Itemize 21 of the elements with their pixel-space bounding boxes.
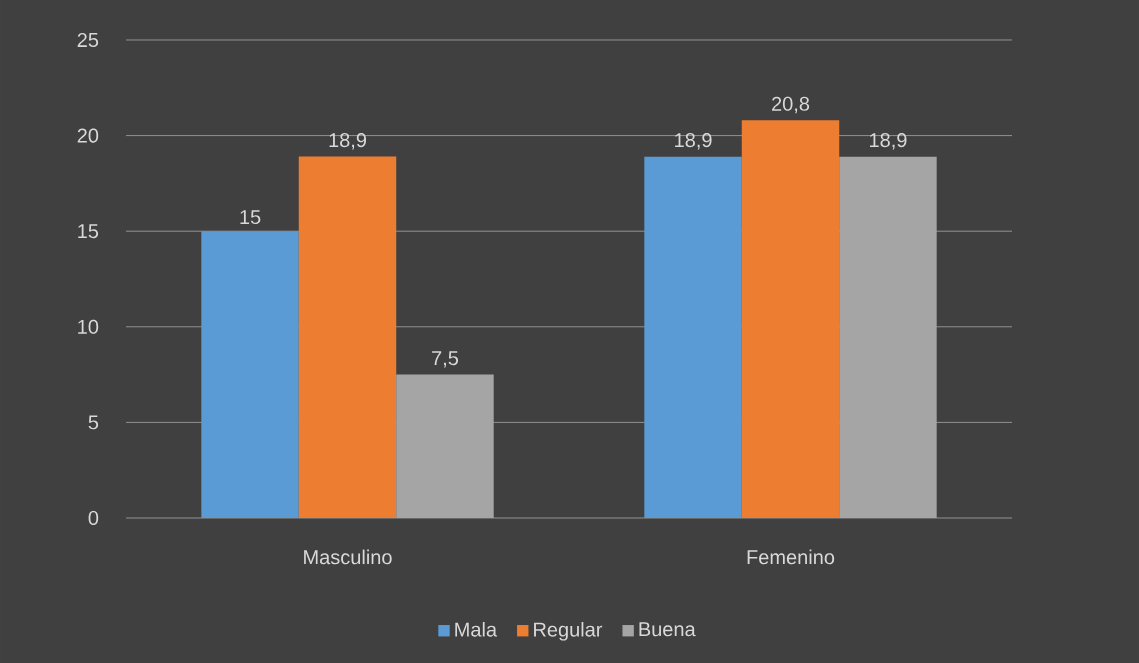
legend-label: Mala xyxy=(455,621,498,637)
bar xyxy=(741,120,840,518)
legend-label: Regular xyxy=(534,621,603,641)
legend-label: Buena xyxy=(639,622,696,637)
y-tick-label: 0 xyxy=(88,510,99,526)
data-label: 18,9 xyxy=(675,133,712,150)
bar xyxy=(201,231,299,518)
y-tick-label: 20 xyxy=(77,128,99,143)
data-label: 18,9 xyxy=(329,133,367,150)
data-label: 18,9 xyxy=(870,133,907,150)
y-tick-label: 10 xyxy=(78,319,99,334)
data-label: 7,5 xyxy=(432,351,459,368)
y-tick-label: 5 xyxy=(88,415,99,430)
data-label: 20,8 xyxy=(772,96,810,114)
x-tick-label: Masculino xyxy=(304,549,392,565)
y-tick-label: 25 xyxy=(77,32,99,48)
y-tick-label: 15 xyxy=(78,224,99,239)
bar xyxy=(644,156,742,518)
bar xyxy=(298,156,397,518)
data-label: 15 xyxy=(240,210,261,225)
x-tick-label: Femenino xyxy=(747,549,835,565)
